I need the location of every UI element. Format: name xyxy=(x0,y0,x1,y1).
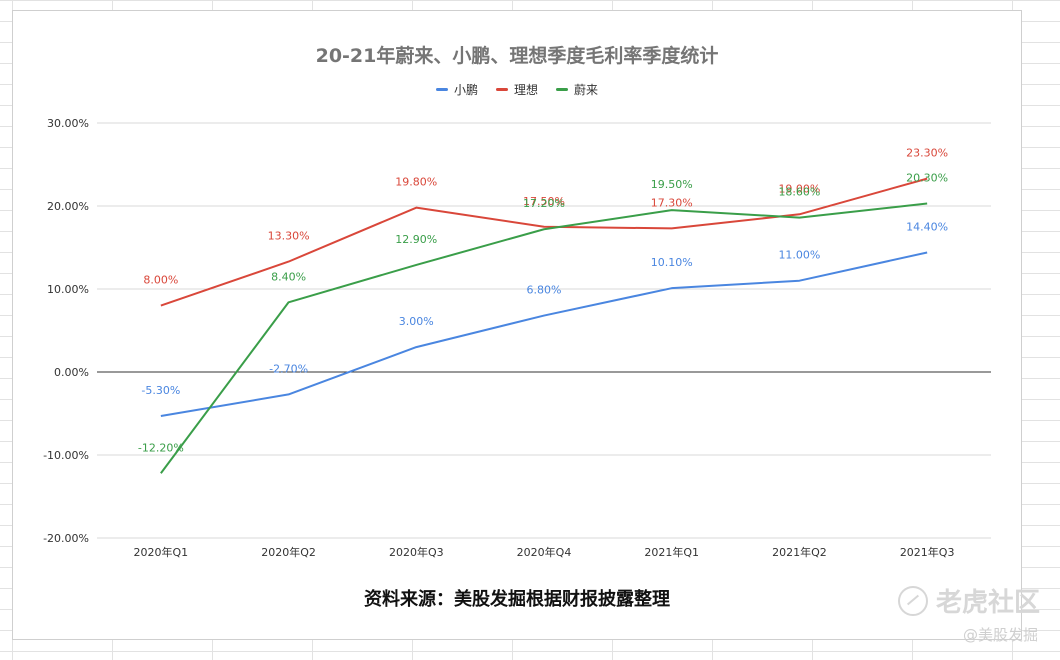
y-tick-label: 0.00% xyxy=(54,366,89,379)
data-label: -5.30% xyxy=(141,384,180,397)
chart-title: 20-21年蔚来、小鹏、理想季度毛利率季度统计 xyxy=(315,45,719,67)
watermark: 老虎社区 xyxy=(897,582,1040,619)
tiger-community-logo-icon xyxy=(897,585,928,616)
y-tick-label: 30.00% xyxy=(47,117,89,130)
y-tick-label: 10.00% xyxy=(47,283,89,296)
legend-item-lixiang[interactable]: 理想 xyxy=(495,81,538,98)
y-tick-label: -20.00% xyxy=(43,532,89,545)
legend-label-xiaopeng: 小鹏 xyxy=(453,83,478,97)
chart-card[interactable]: 20-21年蔚来、小鹏、理想季度毛利率季度统计 小鹏 理想 蔚来 30.00% 2… xyxy=(12,10,1022,640)
legend-label-nio: 蔚来 xyxy=(574,83,599,97)
source-note: 资料来源：美股发掘根据财报披露整理 xyxy=(364,589,670,610)
data-label: -2.70% xyxy=(269,362,308,375)
data-label: 18.60% xyxy=(778,186,820,199)
x-tick-label: 2020年Q2 xyxy=(261,545,316,559)
data-label: 8.00% xyxy=(143,274,178,287)
watermark-handle: @美股发掘 xyxy=(962,626,1038,644)
data-label: -12.20% xyxy=(138,441,184,454)
data-label: 17.20% xyxy=(523,197,565,210)
data-label: 3.00% xyxy=(399,315,434,328)
series-line-2 xyxy=(160,202,928,474)
data-label: 17.30% xyxy=(651,196,693,209)
data-label: 13.30% xyxy=(268,230,310,243)
data-label: 23.30% xyxy=(906,147,948,160)
data-label: 19.50% xyxy=(651,178,693,191)
data-label: 10.10% xyxy=(651,256,693,269)
legend-item-nio[interactable]: 蔚来 xyxy=(556,81,598,98)
x-tick-label: 2021年Q3 xyxy=(900,545,955,559)
data-label: 8.40% xyxy=(271,270,306,283)
legend-swatch-lixiang xyxy=(495,88,508,91)
y-tick-label: -10.00% xyxy=(43,449,89,462)
data-label: 12.90% xyxy=(395,233,437,246)
x-tick-label: 2020年Q4 xyxy=(517,545,572,559)
series-line-1 xyxy=(160,177,928,307)
legend-item-xiaopeng[interactable]: 小鹏 xyxy=(435,81,478,98)
y-tick-label: 20.00% xyxy=(47,200,89,213)
data-label: 19.80% xyxy=(395,176,437,189)
series-line-0 xyxy=(160,251,928,417)
x-tick-label: 2021年Q1 xyxy=(644,545,699,559)
data-label: 14.40% xyxy=(906,220,948,233)
data-label: 6.80% xyxy=(527,284,562,297)
chart-legend: 小鹏 理想 蔚来 xyxy=(13,81,1021,98)
x-tick-label: 2020年Q1 xyxy=(134,545,189,559)
data-label: 20.30% xyxy=(906,172,948,185)
line-chart-plot: 30.00% 20.00% 10.00% 0.00% -10.00% -20.00% 202… xyxy=(43,117,991,559)
data-label: 17.50% xyxy=(523,195,565,208)
data-label: 19.00% xyxy=(778,182,820,195)
watermark-text: 老虎社区 xyxy=(935,588,1040,618)
legend-swatch-nio xyxy=(556,88,568,91)
x-tick-label: 2020年Q3 xyxy=(389,545,444,559)
legend-swatch-xiaopeng xyxy=(435,88,448,91)
data-label: 11.00% xyxy=(778,249,820,262)
legend-label-lixiang: 理想 xyxy=(513,83,538,97)
x-tick-label: 2021年Q2 xyxy=(772,545,827,559)
